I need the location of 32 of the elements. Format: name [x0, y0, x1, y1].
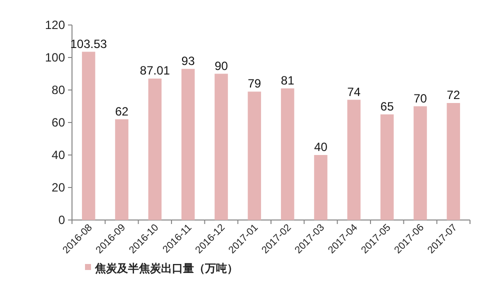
y-tick-label: 40 — [52, 148, 66, 162]
bar — [181, 68, 195, 220]
text: 93 — [181, 54, 195, 68]
bar — [380, 114, 394, 220]
text: 72 — [446, 88, 460, 102]
bar — [314, 155, 328, 220]
text: 65 — [380, 99, 394, 114]
y-tick-label: 100 — [44, 50, 66, 64]
text: 87.01 — [140, 64, 170, 78]
y-tick-label: 60 — [52, 116, 66, 130]
bar — [248, 92, 262, 220]
text: 62 — [115, 104, 128, 118]
text: 90 — [214, 58, 228, 73]
bar — [414, 106, 427, 220]
text: 40 — [314, 140, 328, 154]
y-tick-label: 80 — [52, 83, 66, 97]
bar — [280, 88, 294, 220]
y-tick-label: 120 — [44, 18, 66, 32]
y-tick-label: 0 — [58, 213, 66, 227]
y-tick-label: 20 — [52, 180, 66, 194]
bar — [82, 52, 96, 220]
text: 103.53 — [70, 36, 107, 51]
text: 81 — [280, 73, 294, 88]
legend-label: 焦炭及半焦炭出口量（万吨） — [94, 262, 238, 275]
text: 74 — [347, 84, 361, 99]
text: 70 — [414, 91, 427, 106]
bar — [347, 100, 361, 220]
text: 79 — [248, 76, 262, 91]
bar — [148, 78, 162, 220]
bar — [115, 119, 128, 220]
bar — [446, 103, 460, 220]
bar — [214, 74, 228, 220]
